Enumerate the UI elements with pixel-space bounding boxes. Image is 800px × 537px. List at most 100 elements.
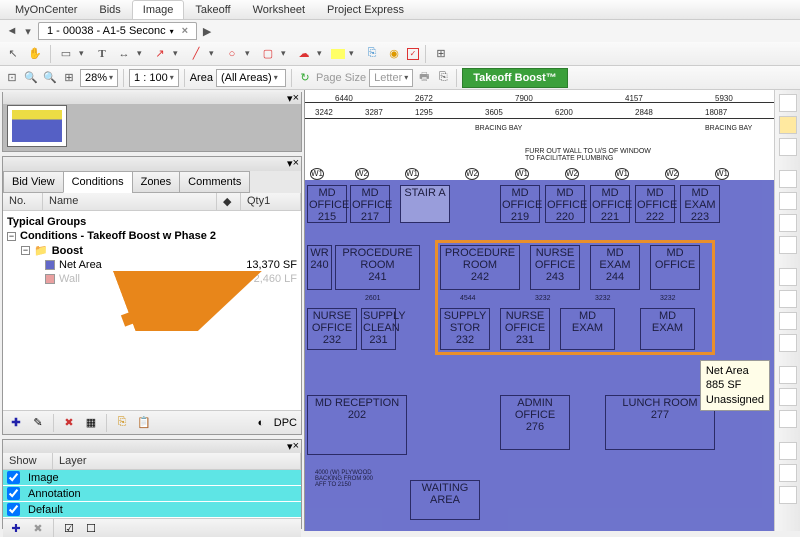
rt-tool-icon[interactable] <box>779 192 797 210</box>
cond-item-name[interactable]: Wall <box>59 273 250 285</box>
rt-tool-icon[interactable] <box>779 268 797 286</box>
rt-tool-icon[interactable] <box>779 410 797 428</box>
tab-next-icon[interactable]: ▶ <box>199 23 215 39</box>
tab-close-icon[interactable]: × <box>182 25 188 37</box>
col-layer[interactable]: Layer <box>53 453 301 469</box>
col-no[interactable]: No. <box>3 193 43 210</box>
rt-snap-icon[interactable] <box>779 116 797 134</box>
edit-icon[interactable]: ✎ <box>29 414 47 432</box>
takeoff-boost-button[interactable]: Takeoff Boost™ <box>462 68 568 88</box>
page-thumbnail[interactable] <box>7 105 67 147</box>
layer-checkbox[interactable] <box>7 503 20 516</box>
arrow-red-icon[interactable]: ↗ <box>151 45 169 63</box>
rt-tool-icon[interactable] <box>779 334 797 352</box>
tab-menu-icon[interactable]: ▾ <box>20 23 36 39</box>
export-icon[interactable]: ⎘ <box>435 70 451 86</box>
group-icon[interactable]: ⊞ <box>432 45 450 63</box>
cond-close-icon[interactable]: × <box>293 157 299 171</box>
rotate-icon[interactable]: ↻ <box>297 70 313 86</box>
project-label[interactable]: Conditions - Takeoff Boost w Phase 2 <box>20 230 216 242</box>
bracing-label: BRACING BAY <box>705 125 752 132</box>
layer-row[interactable]: Annotation <box>3 486 301 502</box>
menu-takeoff[interactable]: Takeoff <box>184 0 241 19</box>
layer-del-icon[interactable]: ✖ <box>29 519 47 537</box>
circle-icon[interactable]: ○ <box>223 45 241 63</box>
room: MD RECEPTION202 <box>307 395 407 455</box>
tab-prev-icon[interactable]: ◄ <box>4 23 20 39</box>
tree-collapse-icon[interactable]: − <box>7 232 16 241</box>
panel-close-icon[interactable]: × <box>293 92 299 104</box>
print-icon[interactable]: 🖶 <box>416 70 432 86</box>
link-icon[interactable]: ⎘ <box>363 45 381 63</box>
page-size-combo[interactable]: Letter▾ <box>369 69 413 87</box>
layer-row[interactable]: Image <box>3 470 301 486</box>
rt-tool-icon[interactable] <box>779 290 797 308</box>
copy-icon[interactable]: ⎘ <box>113 414 131 432</box>
layer-check-icon[interactable]: ☑ <box>60 519 78 537</box>
rt-layers-icon[interactable] <box>779 138 797 156</box>
dpc-icon[interactable]: ◐ <box>252 414 270 432</box>
rt-tool-icon[interactable] <box>779 366 797 384</box>
tab-bidview[interactable]: Bid View <box>3 171 64 193</box>
folder-label[interactable]: Boost <box>52 245 83 257</box>
note-icon[interactable]: ◉ <box>385 45 403 63</box>
room: MD OFFICE222 <box>635 185 675 223</box>
tree-collapse-icon[interactable]: − <box>21 246 30 255</box>
col-name[interactable]: Name <box>43 193 217 210</box>
file-tab[interactable]: 1 - 00038 - A1-5 Seconc ▾ × <box>38 22 197 40</box>
layer-checkbox[interactable] <box>7 487 20 500</box>
text-icon[interactable]: T <box>93 45 111 63</box>
hand-icon[interactable]: ✋ <box>26 45 44 63</box>
zoom-window-icon[interactable]: ⊞ <box>61 70 77 86</box>
delete-icon[interactable]: ✖ <box>60 414 78 432</box>
menu-myoncenter[interactable]: MyOnCenter <box>4 0 88 19</box>
layer-row[interactable]: Default <box>3 502 301 518</box>
cursor-icon[interactable]: ↖ <box>4 45 22 63</box>
menu-image[interactable]: Image <box>132 0 185 19</box>
layer-uncheck-icon[interactable]: ☐ <box>82 519 100 537</box>
zoom-in-icon[interactable]: 🔍 <box>23 70 39 86</box>
add-icon[interactable]: ✚ <box>7 414 25 432</box>
rt-tool-icon[interactable] <box>779 486 797 504</box>
col-qty[interactable]: Qty1 <box>241 193 301 210</box>
tab-dropdown-icon[interactable]: ▾ <box>170 27 174 36</box>
select-rect-icon[interactable]: ▭ <box>57 45 75 63</box>
zoom-out-icon[interactable]: 🔍 <box>42 70 58 86</box>
stamp-icon[interactable]: ✓ <box>407 48 419 60</box>
paste-icon[interactable]: 📋 <box>135 414 153 432</box>
rt-grid-icon[interactable] <box>779 94 797 112</box>
rt-tool-icon[interactable] <box>779 170 797 188</box>
rt-tool-icon[interactable] <box>779 312 797 330</box>
rt-tool-icon[interactable] <box>779 388 797 406</box>
tab-zones[interactable]: Zones <box>132 171 181 193</box>
rect-icon[interactable]: ▢ <box>259 45 277 63</box>
cond-item-name[interactable]: Net Area <box>59 259 242 271</box>
area-combo[interactable]: (All Areas)▾ <box>216 69 286 87</box>
menu-worksheet[interactable]: Worksheet <box>242 0 316 19</box>
rt-tool-icon[interactable] <box>779 236 797 254</box>
fit-icon[interactable]: ⊡ <box>4 70 20 86</box>
rt-tool-icon[interactable] <box>779 214 797 232</box>
col-show[interactable]: Show <box>3 453 53 469</box>
layers-close-icon[interactable]: × <box>293 440 299 453</box>
col-icon[interactable]: ◆ <box>217 193 241 210</box>
line-icon[interactable]: ╱ <box>187 45 205 63</box>
scale-combo[interactable]: 1 : 100▾ <box>129 69 179 87</box>
layer-checkbox[interactable] <box>7 471 20 484</box>
layer-add-icon[interactable]: ✚ <box>7 519 25 537</box>
dimension-icon[interactable]: ↔ <box>115 45 133 63</box>
zoom-pct-combo[interactable]: 28%▾ <box>80 69 118 87</box>
drawing-viewport[interactable]: 6440 2672 7900 4157 5930 3242 3287 1295 … <box>305 90 800 531</box>
cond-item-qty: 2,460 LF <box>254 273 297 285</box>
rt-tool-icon[interactable] <box>779 464 797 482</box>
tab-conditions[interactable]: Conditions <box>63 171 133 193</box>
cloud-icon[interactable]: ☁ <box>295 45 313 63</box>
menu-projectexpress[interactable]: Project Express <box>316 0 415 19</box>
menu-bids[interactable]: Bids <box>88 0 131 19</box>
room: MD EXAM223 <box>680 185 720 223</box>
rt-tool-icon[interactable] <box>779 442 797 460</box>
tab-comments[interactable]: Comments <box>179 171 250 193</box>
highlight-icon[interactable] <box>331 49 345 59</box>
col-marker: W2 <box>565 168 579 180</box>
props-icon[interactable]: ▦ <box>82 414 100 432</box>
